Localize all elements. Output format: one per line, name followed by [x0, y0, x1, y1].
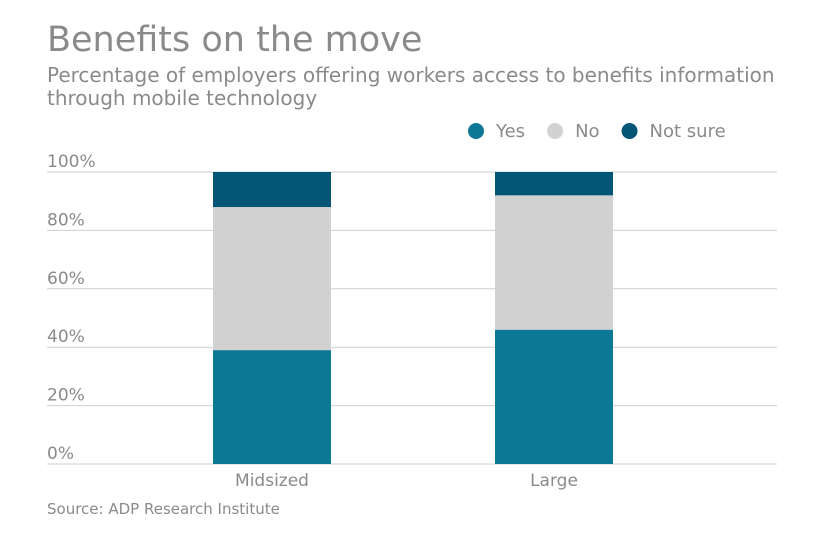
- y-tick-label: 40%: [47, 327, 85, 347]
- bar-not-sure: [213, 172, 331, 208]
- bar-not-sure: [495, 172, 613, 196]
- chart-title: Benefits on the move: [47, 20, 423, 60]
- legend-label-no: No: [575, 121, 599, 142]
- legend-label-yes: Yes: [495, 121, 525, 142]
- legend-marker-no: [547, 123, 564, 139]
- chart-subtitle: Percentage of employers offering workers…: [47, 63, 775, 110]
- bar-no: [495, 195, 613, 330]
- y-tick-label: 100%: [47, 152, 96, 172]
- y-tick-label: 60%: [47, 269, 85, 289]
- source-note: Source: ADP Research Institute: [47, 500, 280, 518]
- legend-marker-yes: [468, 123, 484, 139]
- bar-no: [213, 207, 331, 351]
- bar-yes: [213, 350, 331, 464]
- y-tick-label: 80%: [47, 210, 85, 230]
- x-tick-label: Large: [530, 471, 578, 491]
- y-tick-label: 20%: [47, 386, 85, 406]
- x-tick-label: Midsized: [235, 471, 309, 491]
- legend-label-not-sure: Not sure: [650, 121, 726, 142]
- bar-yes: [495, 329, 613, 464]
- y-tick-label: 0%: [47, 444, 74, 464]
- legend-marker-not-sure: [621, 123, 638, 139]
